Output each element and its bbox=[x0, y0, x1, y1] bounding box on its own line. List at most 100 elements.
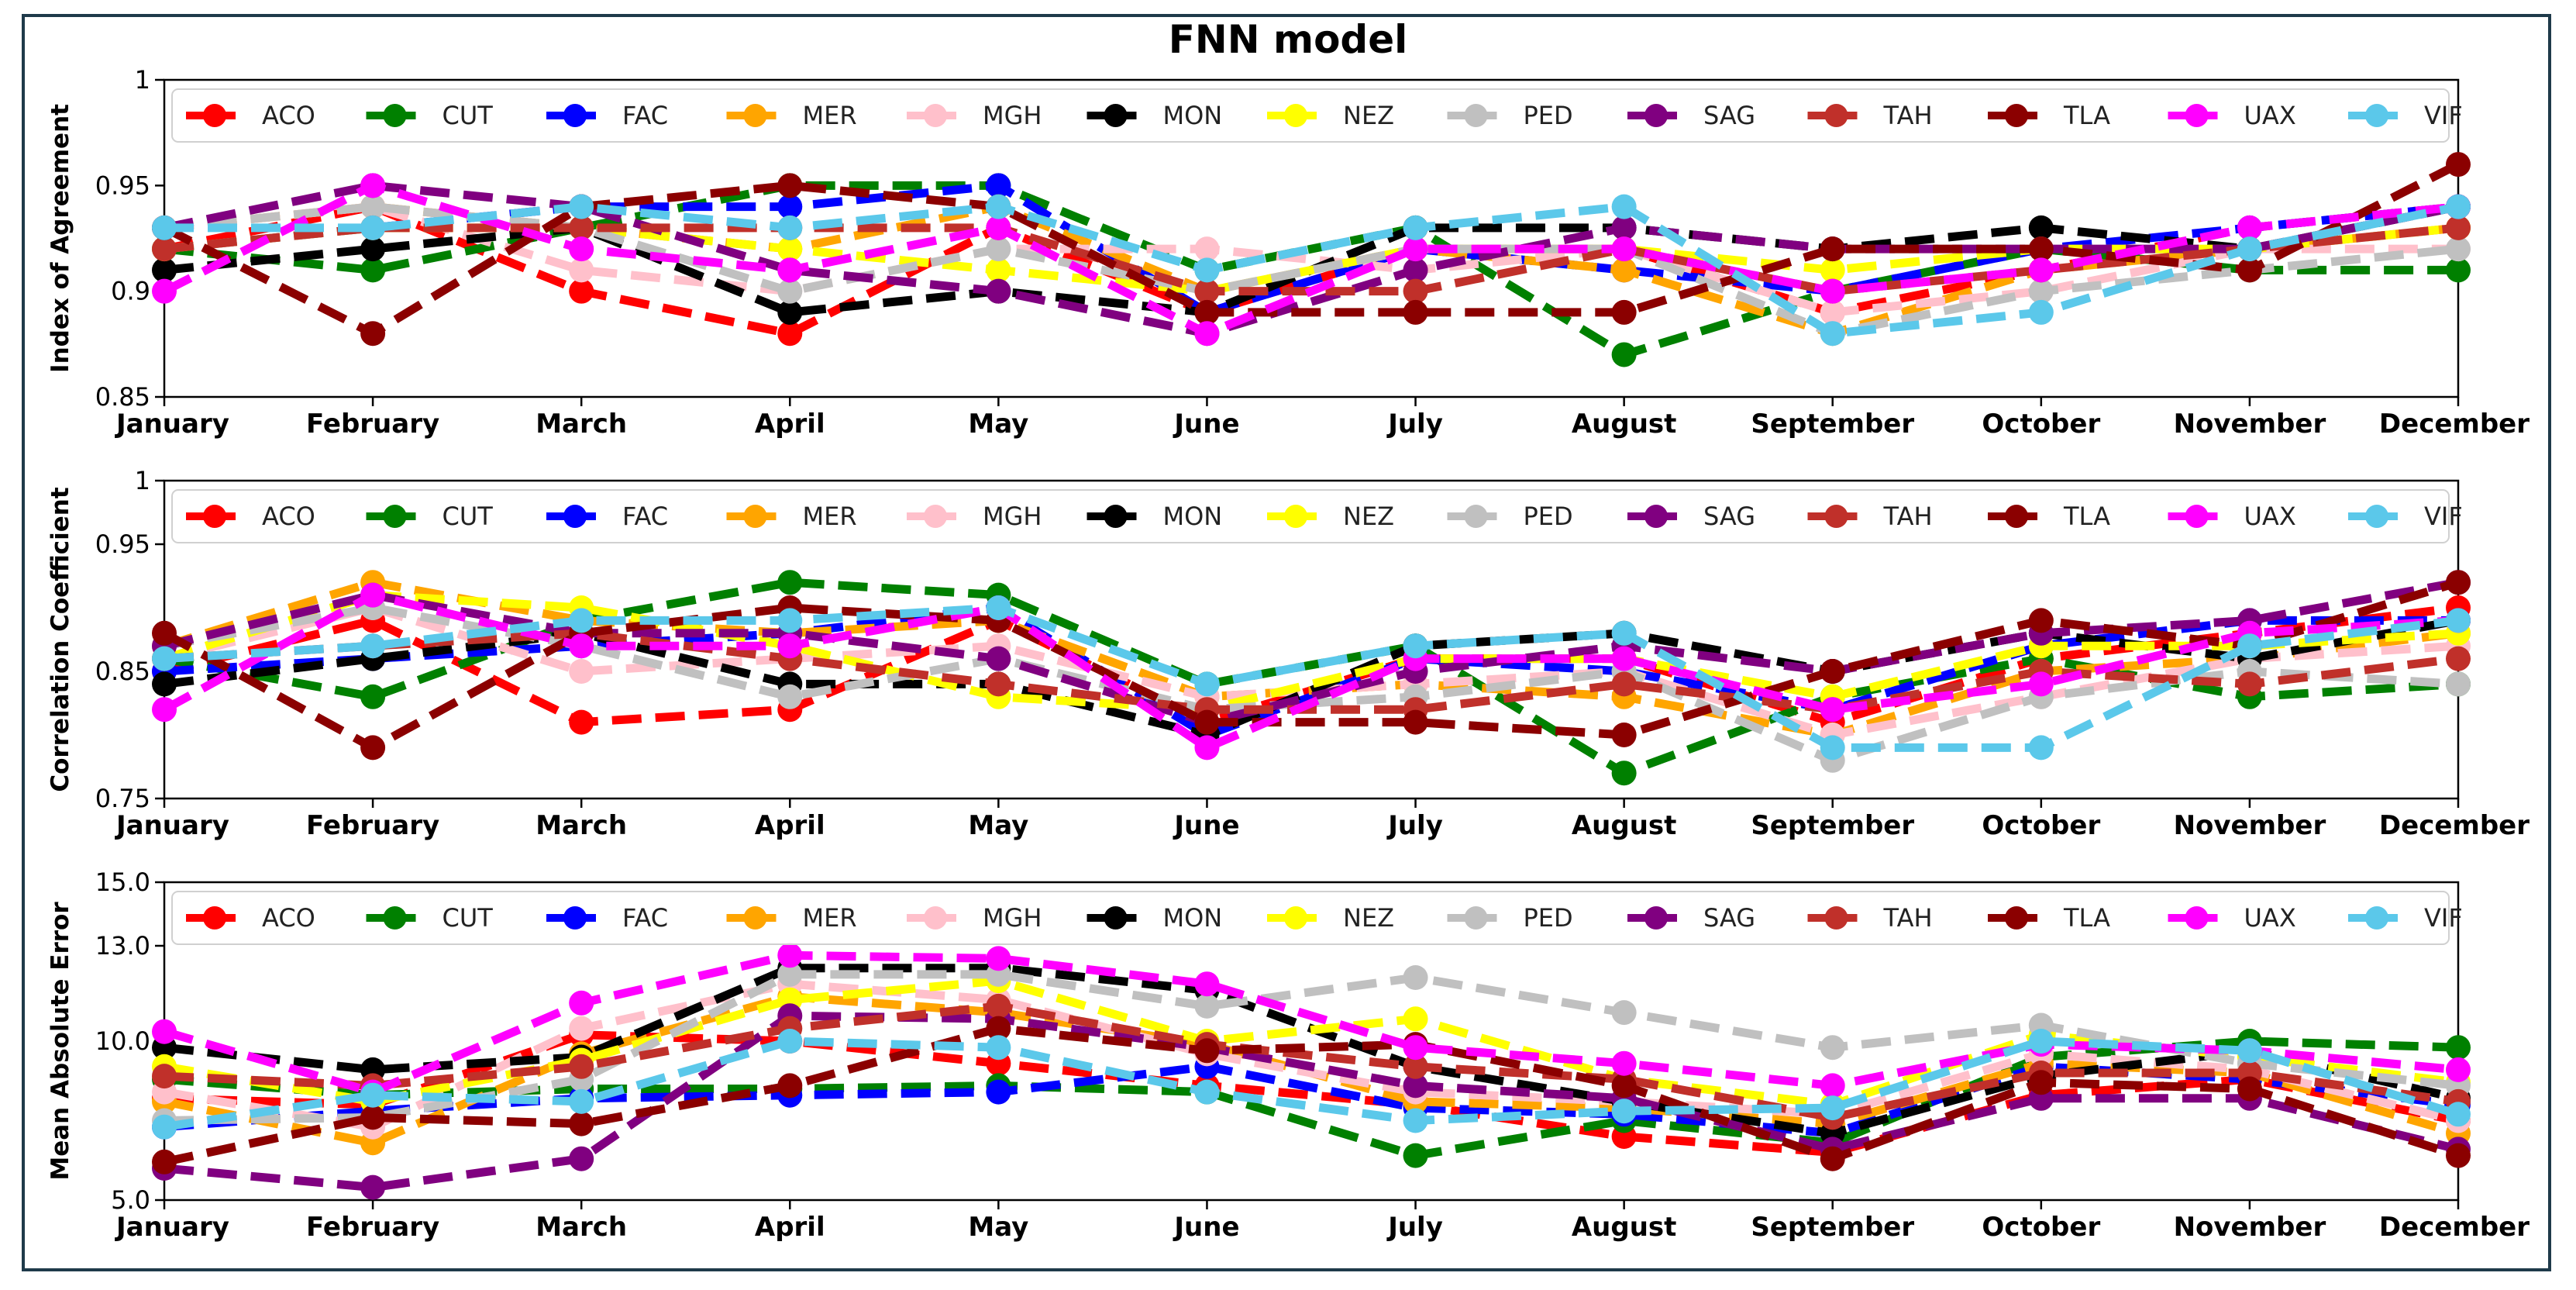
point-uax bbox=[1403, 1035, 1428, 1061]
x-tick-label: September bbox=[1751, 1212, 1914, 1243]
x-tick-label: July bbox=[1386, 810, 1443, 841]
x-tick-label: October bbox=[1982, 810, 2100, 841]
point-vif bbox=[1194, 671, 1220, 697]
point-tah bbox=[2446, 646, 2471, 671]
series-line-tla bbox=[162, 578, 2460, 752]
legend-marker-ped bbox=[1464, 505, 1488, 528]
point-uax bbox=[1403, 236, 1428, 262]
figure-frame bbox=[22, 14, 2551, 1271]
point-sag bbox=[1403, 257, 1428, 283]
legend-marker-mon bbox=[1104, 505, 1128, 528]
legend-label-uax: UAX bbox=[2244, 903, 2296, 933]
point-tah bbox=[2237, 671, 2262, 697]
y-tick-label: 5.0 bbox=[111, 1185, 150, 1215]
legend-label-sag: SAG bbox=[1703, 903, 1755, 933]
point-tla bbox=[569, 1111, 594, 1137]
point-sag bbox=[986, 646, 1011, 671]
point-tah bbox=[1403, 278, 1428, 304]
point-ped bbox=[360, 194, 386, 219]
point-tah bbox=[1194, 278, 1220, 304]
legend-label-mer: MER bbox=[803, 101, 857, 130]
legend-marker-tah bbox=[1824, 104, 1848, 127]
point-uax bbox=[1194, 971, 1220, 997]
point-aco bbox=[777, 321, 803, 347]
y-tick-label: 0.85 bbox=[95, 657, 150, 686]
point-ped bbox=[986, 236, 1011, 262]
point-vif bbox=[2028, 735, 2054, 761]
legend-label-mer: MER bbox=[803, 502, 857, 531]
x-tick-label: July bbox=[1386, 1212, 1443, 1243]
x-tick-label: March bbox=[536, 409, 627, 440]
point-vif bbox=[152, 215, 177, 240]
point-vif bbox=[777, 215, 803, 240]
point-cut bbox=[360, 257, 386, 283]
legend-label-tla: TLA bbox=[2063, 502, 2110, 531]
series-line-uax bbox=[162, 181, 2459, 338]
legend-marker-tla bbox=[2005, 906, 2028, 930]
legend-marker-nez bbox=[1284, 505, 1307, 528]
legend-marker-cut bbox=[383, 906, 407, 930]
point-tla bbox=[1820, 659, 1845, 684]
legend-label-mgh: MGH bbox=[983, 502, 1042, 531]
legend-label-nez: NEZ bbox=[1343, 101, 1394, 130]
x-tick-label: March bbox=[536, 1212, 627, 1243]
point-tah bbox=[569, 215, 594, 240]
series-line-sag bbox=[164, 1011, 2460, 1192]
legend-label-tla: TLA bbox=[2063, 101, 2110, 130]
point-vif bbox=[1403, 633, 1428, 659]
point-vif bbox=[2446, 608, 2471, 633]
y-tick-label: 0.95 bbox=[95, 171, 150, 200]
point-tah bbox=[986, 671, 1011, 697]
x-tick-label: November bbox=[2174, 409, 2326, 440]
legend-label-mon: MON bbox=[1163, 502, 1223, 531]
legend-label-nez: NEZ bbox=[1343, 502, 1394, 531]
x-tick-label: January bbox=[115, 409, 229, 440]
point-uax bbox=[569, 236, 594, 262]
point-tla bbox=[1820, 236, 1845, 262]
y-axis-label: Mean Absolute Error bbox=[46, 902, 74, 1181]
legend-label-ped: PED bbox=[1524, 502, 1573, 531]
x-tick-label: February bbox=[306, 409, 439, 440]
point-ped bbox=[777, 278, 803, 304]
point-vif bbox=[152, 646, 177, 671]
point-vif bbox=[1403, 1108, 1428, 1133]
y-tick-label: 13.0 bbox=[95, 931, 150, 961]
point-mon bbox=[2028, 215, 2054, 240]
point-vif bbox=[986, 194, 1011, 219]
point-uax bbox=[777, 943, 803, 968]
point-tla bbox=[2237, 1076, 2262, 1102]
point-ped bbox=[1403, 965, 1428, 990]
point-vif bbox=[1611, 1099, 1637, 1124]
point-uax bbox=[1611, 236, 1637, 262]
point-tah bbox=[986, 993, 1011, 1019]
x-tick-label: December bbox=[2379, 1212, 2530, 1243]
point-tla bbox=[1820, 1146, 1845, 1171]
point-nez bbox=[777, 236, 803, 262]
series-line-cut bbox=[164, 181, 2458, 359]
legend-marker-ped bbox=[1464, 104, 1488, 127]
point-vif bbox=[1194, 257, 1220, 283]
series-line-tla bbox=[162, 160, 2461, 338]
point-nez bbox=[986, 257, 1011, 283]
panel-1: 0.85 0.9 0.95 1 January February March April May… bbox=[46, 65, 2530, 440]
y-tick-label: 1 bbox=[135, 65, 150, 95]
point-uax bbox=[1820, 278, 1845, 304]
point-tla bbox=[1403, 709, 1428, 735]
point-uax bbox=[1611, 646, 1637, 671]
point-uax bbox=[360, 582, 386, 608]
point-mon bbox=[777, 299, 803, 325]
series-line-mer bbox=[163, 578, 2459, 740]
series-line-ped bbox=[164, 970, 2459, 1125]
legend-marker-vif bbox=[2365, 505, 2388, 528]
point-nez bbox=[1820, 257, 1845, 283]
series-line-vif bbox=[164, 603, 2459, 752]
point-aco bbox=[569, 709, 594, 735]
y-tick-label: 15.0 bbox=[95, 867, 150, 897]
legend-marker-mgh bbox=[924, 505, 947, 528]
legend-label-ped: PED bbox=[1524, 903, 1573, 933]
legend-label-tah: TAH bbox=[1883, 502, 1933, 531]
point-tla bbox=[2446, 152, 2471, 178]
point-uax bbox=[360, 173, 386, 198]
x-tick-label: June bbox=[1173, 810, 1239, 841]
